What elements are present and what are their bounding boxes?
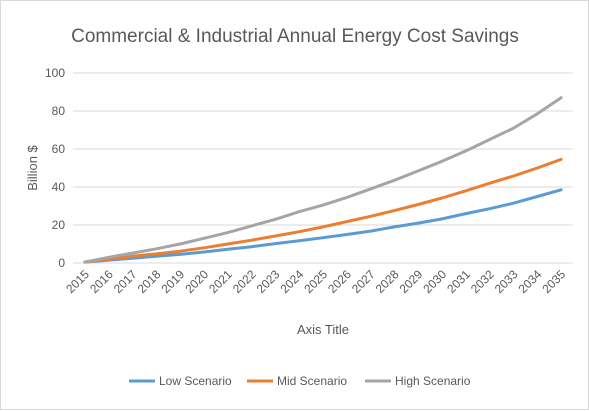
gridlines xyxy=(73,72,573,264)
x-tick-label: 2024 xyxy=(278,267,307,296)
series-line-high-scenario xyxy=(83,96,563,264)
x-tick-label: 2022 xyxy=(230,267,259,296)
y-tick-label: 40 xyxy=(52,180,66,194)
x-tick-label: 2033 xyxy=(492,267,521,296)
y-tick-label: 60 xyxy=(52,142,66,156)
series-line-mid-scenario xyxy=(83,157,563,264)
x-tick-label: 2032 xyxy=(468,267,497,296)
x-tick-label: 2021 xyxy=(206,267,235,296)
x-tick-label: 2029 xyxy=(397,267,426,296)
x-tick-label: 2027 xyxy=(349,267,378,296)
legend-label: Mid Scenario xyxy=(277,374,347,388)
x-tick-labels: 2015201620172018201920202021202220232024… xyxy=(63,267,568,296)
legend-label: High Scenario xyxy=(395,374,471,388)
x-tick-label: 2031 xyxy=(444,267,473,296)
x-tick-label: 2028 xyxy=(373,267,402,296)
series-lines xyxy=(83,96,563,264)
legend: Low Scenario Mid Scenario High Scenario xyxy=(129,374,471,388)
x-tick-label: 2025 xyxy=(301,267,330,296)
x-tick-label: 2034 xyxy=(516,267,545,296)
x-tick-label: 2018 xyxy=(135,267,164,296)
y-tick-label: 80 xyxy=(52,104,66,118)
x-tick-label: 2017 xyxy=(111,267,140,296)
x-tick-label: 2020 xyxy=(182,267,211,296)
x-tick-label: 2016 xyxy=(87,267,116,296)
y-axis-title: Billion $ xyxy=(25,144,40,190)
chart-title: Commercial & Industrial Annual Energy Co… xyxy=(71,26,519,47)
series-line-low-scenario xyxy=(83,188,563,264)
x-tick-label: 2019 xyxy=(158,267,187,296)
y-tick-label: 100 xyxy=(45,66,65,80)
x-axis-title: Axis Title xyxy=(297,322,349,337)
x-tick-label: 2035 xyxy=(539,267,568,296)
y-tick-label: 0 xyxy=(58,256,65,270)
y-tick-label: 20 xyxy=(52,218,66,232)
x-tick-label: 2026 xyxy=(325,267,354,296)
x-tick-label: 2023 xyxy=(254,267,283,296)
y-tick-labels: 0 20 40 60 80 100 xyxy=(45,66,65,270)
legend-label: Low Scenario xyxy=(159,374,232,388)
x-tick-label: 2015 xyxy=(63,267,92,296)
x-tick-label: 2030 xyxy=(420,267,449,296)
